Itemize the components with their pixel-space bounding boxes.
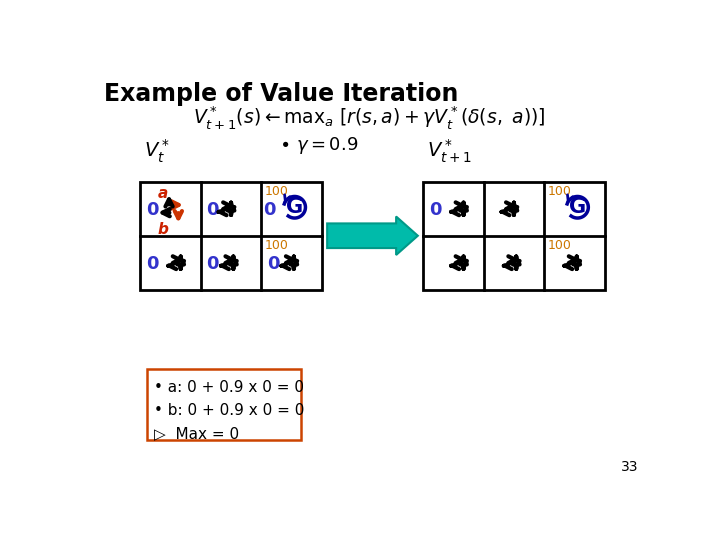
Text: $\bullet\ \gamma = 0.9$: $\bullet\ \gamma = 0.9$ <box>279 135 359 156</box>
Text: 33: 33 <box>621 461 639 475</box>
Text: 0: 0 <box>264 201 276 219</box>
Text: $V^*_{t+1}(s) \leftarrow \mathrm{max}_a\ [r(s,a) + \gamma V^*_t(\delta(s,\ a))]$: $V^*_{t+1}(s) \leftarrow \mathrm{max}_a\… <box>193 104 545 131</box>
Text: G: G <box>569 197 586 217</box>
Text: 0: 0 <box>206 201 219 219</box>
Text: 0: 0 <box>428 201 441 219</box>
Text: 0: 0 <box>206 255 219 273</box>
Text: $V^*_t$: $V^*_t$ <box>144 138 170 165</box>
Text: 100: 100 <box>265 185 289 198</box>
Bar <box>140 182 322 289</box>
Text: Example of Value Iteration: Example of Value Iteration <box>104 82 459 106</box>
Text: 0: 0 <box>145 255 158 273</box>
FancyBboxPatch shape <box>147 369 301 440</box>
Bar <box>423 182 605 289</box>
FancyArrow shape <box>327 217 418 255</box>
Text: • b: 0 + 0.9 x 0 = 0: • b: 0 + 0.9 x 0 = 0 <box>154 403 305 418</box>
Text: ▷  Max = 0: ▷ Max = 0 <box>154 426 240 441</box>
Text: 100: 100 <box>265 239 289 252</box>
Text: 0: 0 <box>145 201 158 219</box>
Text: • a: 0 + 0.9 x 0 = 0: • a: 0 + 0.9 x 0 = 0 <box>154 380 305 395</box>
Text: G: G <box>286 197 303 217</box>
Text: 0: 0 <box>266 255 279 273</box>
Text: 100: 100 <box>548 239 572 252</box>
Text: $V^*_{t+1}$: $V^*_{t+1}$ <box>427 138 472 165</box>
Text: b: b <box>158 222 168 237</box>
Text: a: a <box>158 186 168 201</box>
Text: 100: 100 <box>548 185 572 198</box>
